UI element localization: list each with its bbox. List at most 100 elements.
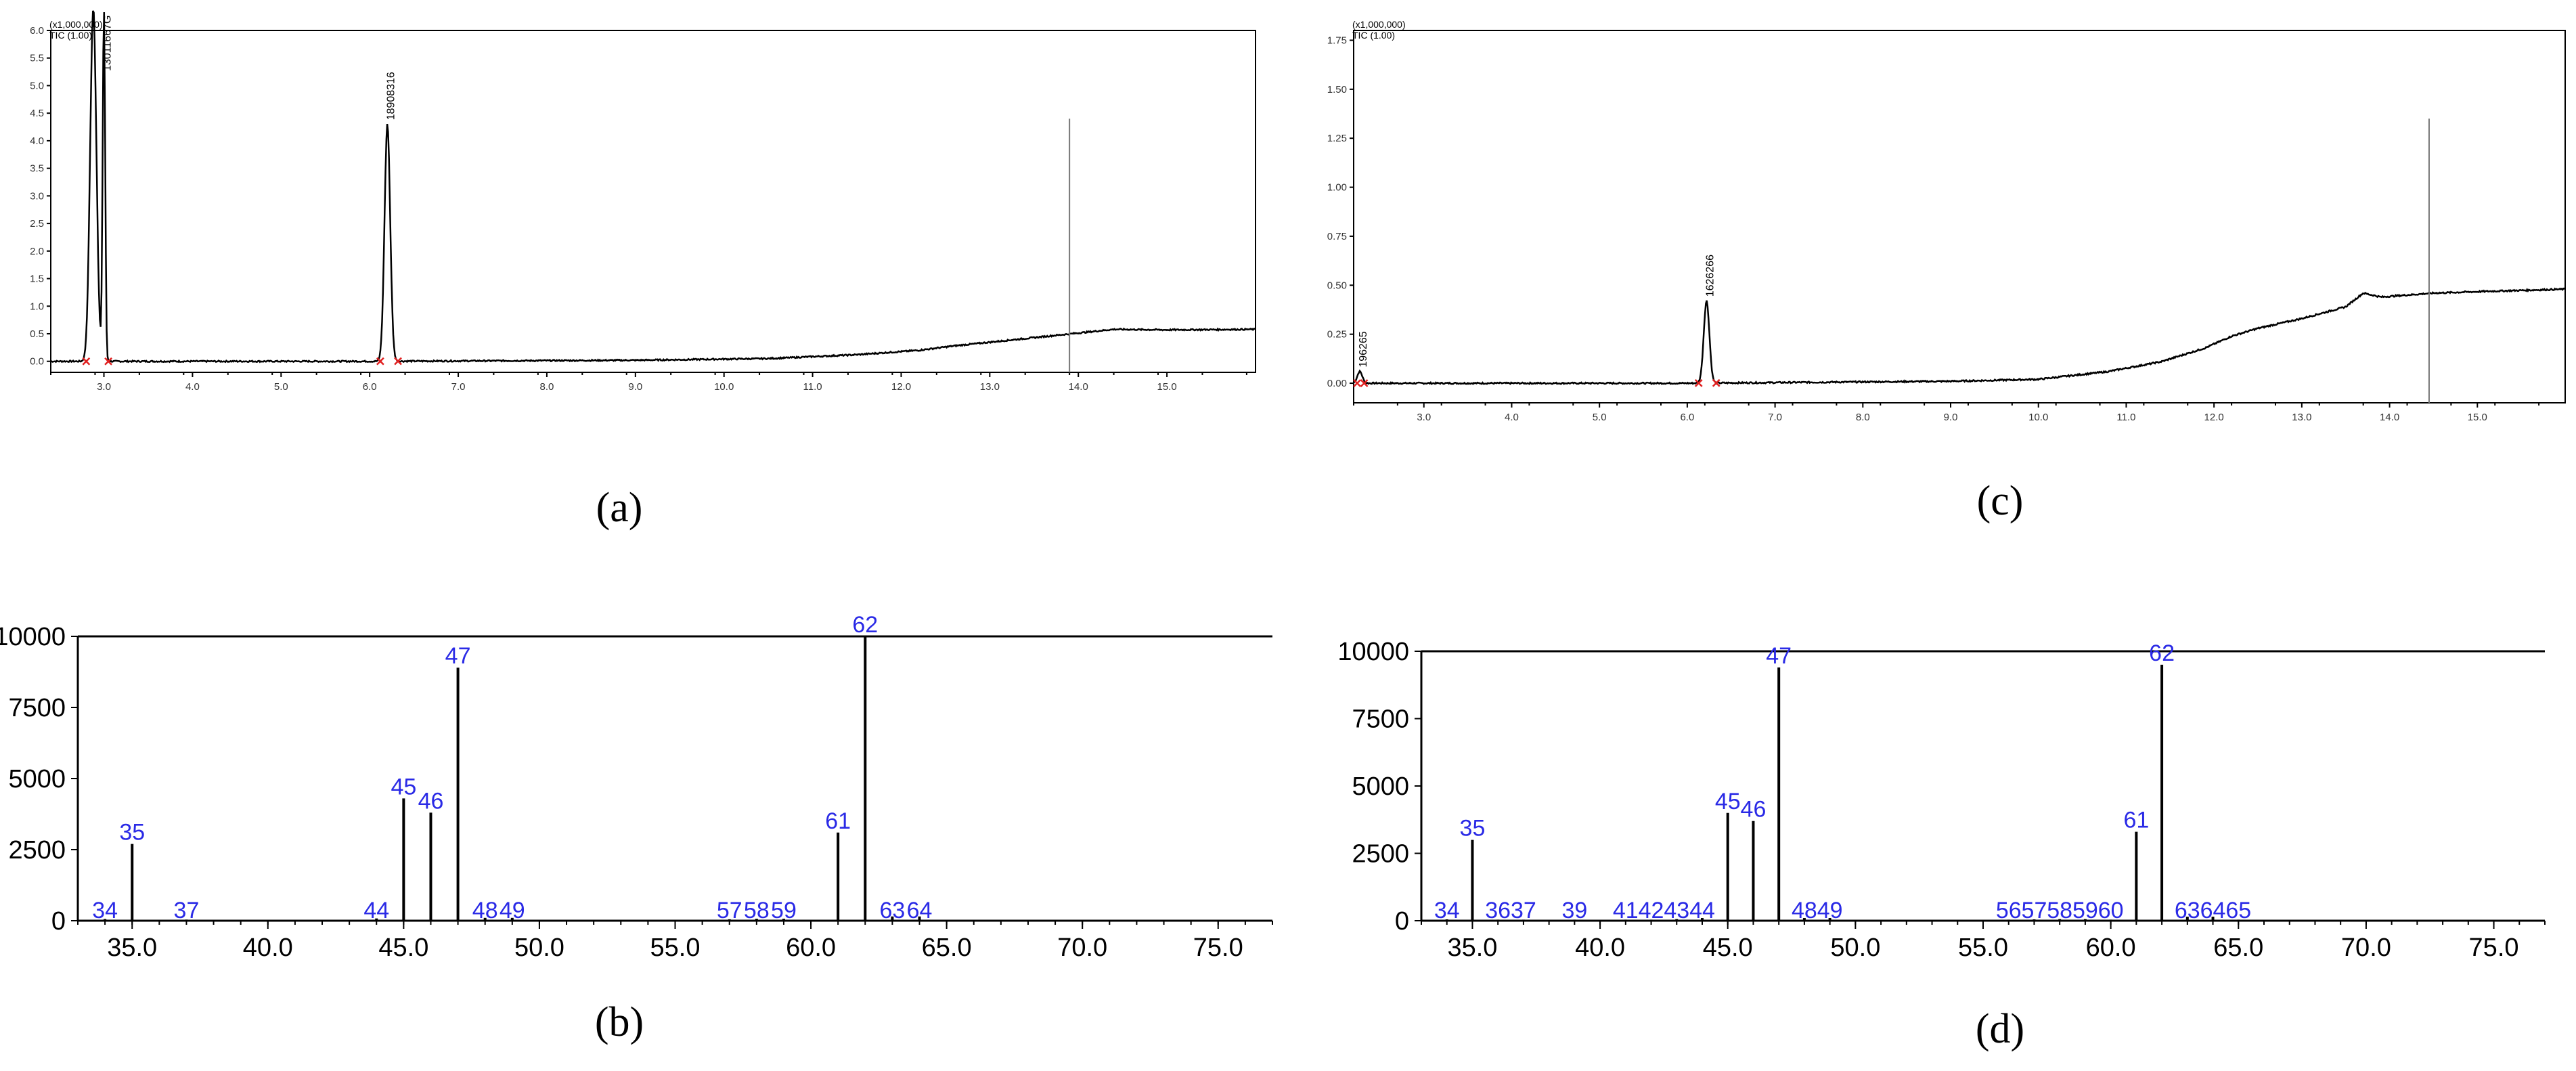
y-tick-label: 4.5 bbox=[30, 108, 44, 119]
mz-label: 64 bbox=[2200, 898, 2226, 923]
x-tick-label: 5.0 bbox=[274, 381, 288, 393]
x-tick-label: 4.0 bbox=[185, 381, 200, 393]
y-tick-label: 10000 bbox=[1337, 638, 1409, 666]
mz-label: 45 bbox=[1715, 789, 1741, 814]
y-tick-label: 5.0 bbox=[30, 80, 44, 91]
chart-c-chromatogram: 0.00 0.25 0.50 0.75 1.00 1.25 1.50 1.75 3.0 4.0 5.… bbox=[1327, 19, 2566, 423]
y-tick-label: 0.25 bbox=[1327, 329, 1347, 341]
peak-area-label: 196265 bbox=[1358, 331, 1369, 367]
trace-label: TIC (1.00) bbox=[49, 30, 92, 41]
panel-label-c: (c) bbox=[1977, 478, 2024, 524]
y-multiplier-label: (x1,000,000) bbox=[1352, 19, 1406, 30]
integration-marker bbox=[104, 357, 112, 366]
mz-label: 36 bbox=[1485, 898, 1511, 923]
peak-area-label: 18908316 bbox=[385, 72, 397, 120]
y-tick-label: 1.50 bbox=[1327, 84, 1347, 95]
plot-frame bbox=[50, 30, 1256, 373]
x-tick-label: 15.0 bbox=[1157, 381, 1177, 393]
x-tick-label: 13.0 bbox=[980, 381, 1000, 393]
tic-trace bbox=[1353, 287, 2566, 385]
y-tick-label: 2.5 bbox=[30, 218, 44, 230]
mz-label: 34 bbox=[92, 898, 118, 923]
mz-label: 57 bbox=[2022, 898, 2047, 923]
mz-label: 62 bbox=[2149, 640, 2175, 666]
y-tick-label: 5000 bbox=[8, 765, 66, 793]
peak-area-label: 1626266 bbox=[1704, 255, 1716, 297]
x-tick-label: 55.0 bbox=[1958, 934, 2008, 962]
x-tick-label: 12.0 bbox=[2204, 412, 2224, 423]
y-tick-label: 0.50 bbox=[1327, 280, 1347, 291]
y-tick-label: 0 bbox=[51, 907, 66, 936]
x-tick-label: 45.0 bbox=[378, 934, 428, 962]
mz-label: 59 bbox=[2072, 898, 2098, 923]
mz-label: 64 bbox=[907, 898, 933, 923]
y-tick-label: 0 bbox=[1395, 907, 1409, 936]
x-tick-label: 35.0 bbox=[1447, 934, 1497, 962]
mz-label: 34 bbox=[1434, 898, 1460, 923]
tic-trace bbox=[50, 10, 1256, 364]
plot-frame bbox=[1353, 30, 2566, 403]
y-tick-label: 0.0 bbox=[30, 356, 44, 368]
mz-label: 42 bbox=[1639, 898, 1664, 923]
y-tick-label: 7500 bbox=[8, 694, 66, 722]
integration-marker bbox=[82, 357, 91, 366]
x-tick-label: 40.0 bbox=[243, 934, 293, 962]
x-tick-label: 75.0 bbox=[1193, 934, 1243, 962]
x-tick-label: 50.0 bbox=[1830, 934, 1880, 962]
x-tick-label: 55.0 bbox=[650, 934, 701, 962]
panel-label-d: (d) bbox=[1976, 1006, 2024, 1052]
y-tick-label: 0.00 bbox=[1327, 378, 1347, 389]
mz-label: 47 bbox=[1766, 643, 1792, 669]
integration-marker bbox=[1353, 379, 1362, 387]
x-tick-label: 3.0 bbox=[1417, 412, 1431, 423]
x-tick-label: 10.0 bbox=[2028, 412, 2048, 423]
x-tick-label: 4.0 bbox=[1505, 412, 1519, 423]
x-tick-label: 6.0 bbox=[363, 381, 377, 393]
y-tick-label: 2500 bbox=[1352, 840, 1409, 869]
y-tick-label: 4.0 bbox=[30, 135, 44, 147]
mz-label: 59 bbox=[771, 898, 797, 923]
y-tick-label: 3.5 bbox=[30, 163, 44, 175]
mz-label: 35 bbox=[119, 820, 145, 846]
mz-label: 49 bbox=[499, 898, 525, 923]
integration-marker bbox=[394, 357, 402, 366]
y-tick-label: 10000 bbox=[0, 623, 66, 651]
y-tick-label: 0.75 bbox=[1327, 231, 1347, 242]
integration-marker bbox=[1712, 378, 1720, 387]
y-tick-label: 2.0 bbox=[30, 246, 44, 257]
x-tick-label: 3.0 bbox=[97, 381, 111, 393]
mz-label: 58 bbox=[744, 898, 770, 923]
mz-label: 65 bbox=[2225, 898, 2251, 923]
mz-label: 49 bbox=[1817, 898, 1843, 923]
y-tick-label: 5000 bbox=[1352, 772, 1409, 801]
x-tick-label: 14.0 bbox=[2380, 412, 2399, 423]
mz-label: 41 bbox=[1613, 898, 1639, 923]
y-tick-label: 3.0 bbox=[30, 190, 44, 202]
x-tick-label: 11.0 bbox=[803, 381, 822, 393]
mz-label: 48 bbox=[1792, 898, 1817, 923]
mz-label: 46 bbox=[1741, 797, 1767, 823]
x-tick-label: 50.0 bbox=[514, 934, 564, 962]
x-tick-label: 9.0 bbox=[628, 381, 642, 393]
mz-label: 63 bbox=[2175, 898, 2200, 923]
x-tick-label: 45.0 bbox=[1703, 934, 1753, 962]
x-tick-label: 6.0 bbox=[1680, 412, 1694, 423]
panel-label-a: (a) bbox=[596, 485, 643, 531]
integration-marker bbox=[376, 357, 384, 366]
mz-label: 37 bbox=[174, 898, 200, 923]
peak-area-label: 13011667G bbox=[102, 16, 114, 71]
x-tick-label: 70.0 bbox=[1057, 934, 1107, 962]
x-tick-label: 75.0 bbox=[2469, 934, 2519, 962]
x-tick-label: 60.0 bbox=[786, 934, 836, 962]
y-tick-label: 7500 bbox=[1352, 705, 1409, 734]
mz-label: 44 bbox=[1689, 898, 1715, 923]
mz-label: 60 bbox=[2098, 898, 2124, 923]
y-tick-label: 6.0 bbox=[30, 25, 44, 37]
x-tick-label: 40.0 bbox=[1575, 934, 1625, 962]
y-tick-label: 1.5 bbox=[30, 274, 44, 285]
chart-b-mass-spectrum: 0 2500 5000 7500 10000 35.0 40.0 45.0 50.0 55.0 60… bbox=[0, 612, 1273, 962]
chart-d-mass-spectrum: 0 2500 5000 7500 10000 35.0 40.0 45.0 50.0 55.0 60… bbox=[1337, 638, 2546, 962]
y-tick-label: 2500 bbox=[8, 836, 66, 865]
panel-label-b: (b) bbox=[595, 999, 644, 1045]
